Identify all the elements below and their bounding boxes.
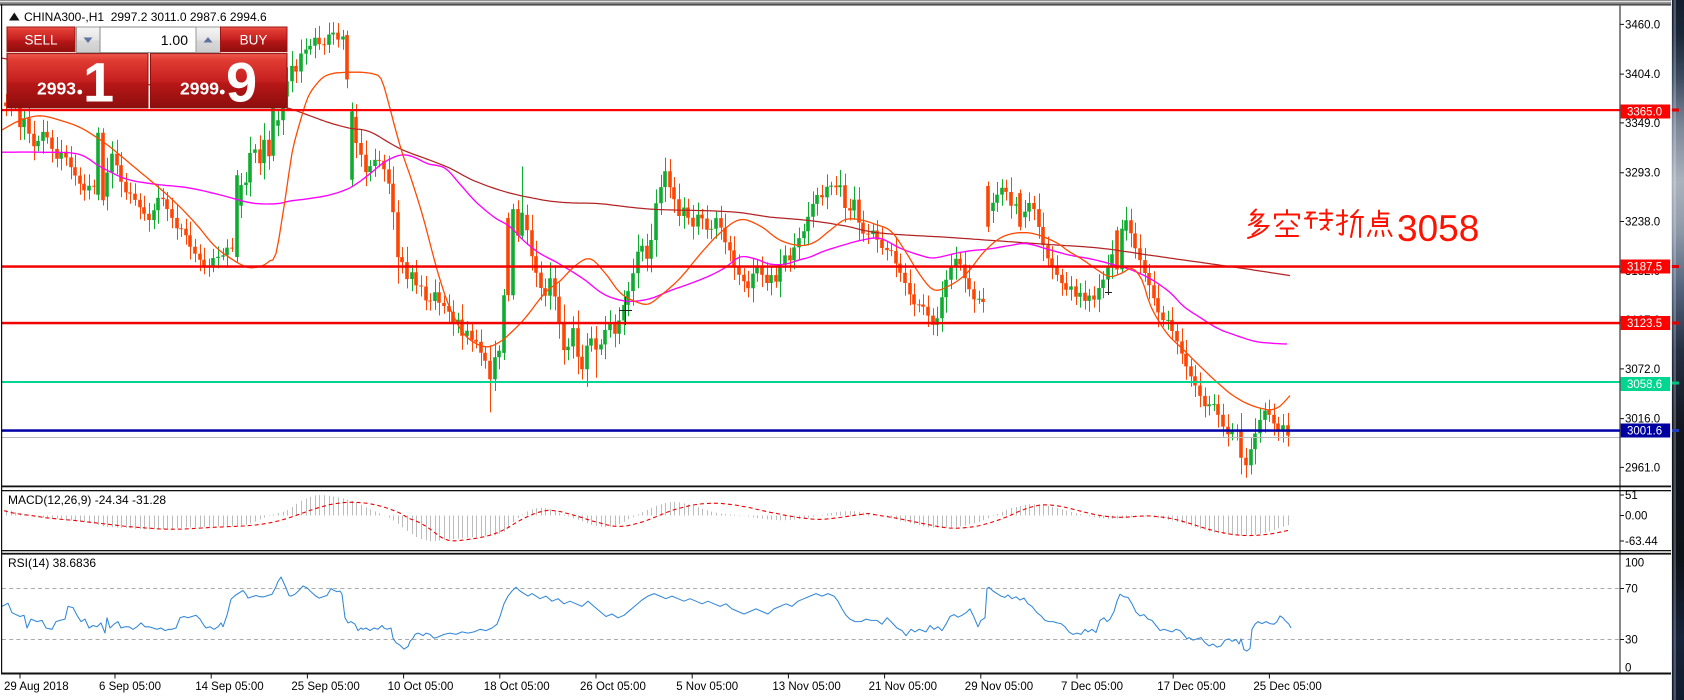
svg-text:3238.0: 3238.0 bbox=[1625, 217, 1660, 229]
svg-text:3123.5: 3123.5 bbox=[1627, 318, 1662, 330]
svg-text:3058.6: 3058.6 bbox=[1627, 379, 1662, 391]
svg-text:29 Aug 2018: 29 Aug 2018 bbox=[4, 681, 69, 693]
svg-text:3072.0: 3072.0 bbox=[1625, 364, 1660, 376]
svg-text:30: 30 bbox=[1625, 635, 1638, 647]
svg-text:21 Nov 05:00: 21 Nov 05:00 bbox=[869, 681, 937, 693]
svg-text:-63.44: -63.44 bbox=[1625, 536, 1658, 548]
svg-text:18 Oct 05:00: 18 Oct 05:00 bbox=[484, 681, 550, 693]
svg-text:100: 100 bbox=[1625, 558, 1644, 570]
svg-text:3404.0: 3404.0 bbox=[1625, 69, 1660, 81]
svg-text:10 Oct 05:00: 10 Oct 05:00 bbox=[388, 681, 454, 693]
svg-text:2999: 2999 bbox=[180, 79, 219, 99]
svg-text:SELL: SELL bbox=[24, 33, 58, 48]
svg-text:1.00: 1.00 bbox=[161, 32, 188, 48]
svg-text:3293.0: 3293.0 bbox=[1625, 168, 1660, 180]
svg-text:1: 1 bbox=[83, 51, 114, 114]
svg-text:2993: 2993 bbox=[37, 79, 76, 99]
svg-text:0.00: 0.00 bbox=[1625, 511, 1647, 523]
svg-text:26 Oct 05:00: 26 Oct 05:00 bbox=[580, 681, 646, 693]
svg-text:6 Sep 05:00: 6 Sep 05:00 bbox=[99, 681, 161, 693]
svg-text:3001.6: 3001.6 bbox=[1627, 426, 1662, 438]
svg-text:17 Dec 05:00: 17 Dec 05:00 bbox=[1157, 681, 1225, 693]
svg-text:3016.0: 3016.0 bbox=[1625, 414, 1660, 426]
svg-text:2961.0: 2961.0 bbox=[1625, 462, 1660, 474]
svg-text:29 Nov 05:00: 29 Nov 05:00 bbox=[965, 681, 1033, 693]
svg-text:3460.0: 3460.0 bbox=[1625, 19, 1660, 31]
svg-text:MACD(12,26,9) -24.34 -31.28: MACD(12,26,9) -24.34 -31.28 bbox=[8, 493, 166, 507]
svg-text:13 Nov 05:00: 13 Nov 05:00 bbox=[772, 681, 840, 693]
svg-text:3187.5: 3187.5 bbox=[1627, 262, 1662, 274]
svg-text:0: 0 bbox=[1625, 663, 1631, 675]
svg-text:51: 51 bbox=[1625, 490, 1638, 502]
svg-text:14 Sep 05:00: 14 Sep 05:00 bbox=[195, 681, 263, 693]
svg-text:CHINA300-,H1 2997.2 3011.0 29: CHINA300-,H1 2997.2 3011.0 2987.6 2994.6 bbox=[24, 10, 267, 24]
svg-text:70: 70 bbox=[1625, 584, 1638, 596]
svg-text:5 Nov 05:00: 5 Nov 05:00 bbox=[676, 681, 738, 693]
svg-text:9: 9 bbox=[226, 51, 257, 114]
svg-text:3058: 3058 bbox=[1397, 208, 1479, 249]
svg-text:25 Dec 05:00: 25 Dec 05:00 bbox=[1253, 681, 1321, 693]
svg-text:3365.0: 3365.0 bbox=[1627, 107, 1662, 119]
svg-text:25 Sep 05:00: 25 Sep 05:00 bbox=[291, 681, 359, 693]
svg-text:RSI(14) 38.6836: RSI(14) 38.6836 bbox=[8, 556, 96, 570]
svg-text:3349.0: 3349.0 bbox=[1625, 118, 1660, 130]
svg-text:7 Dec 05:00: 7 Dec 05:00 bbox=[1061, 681, 1123, 693]
svg-text:BUY: BUY bbox=[240, 33, 268, 48]
